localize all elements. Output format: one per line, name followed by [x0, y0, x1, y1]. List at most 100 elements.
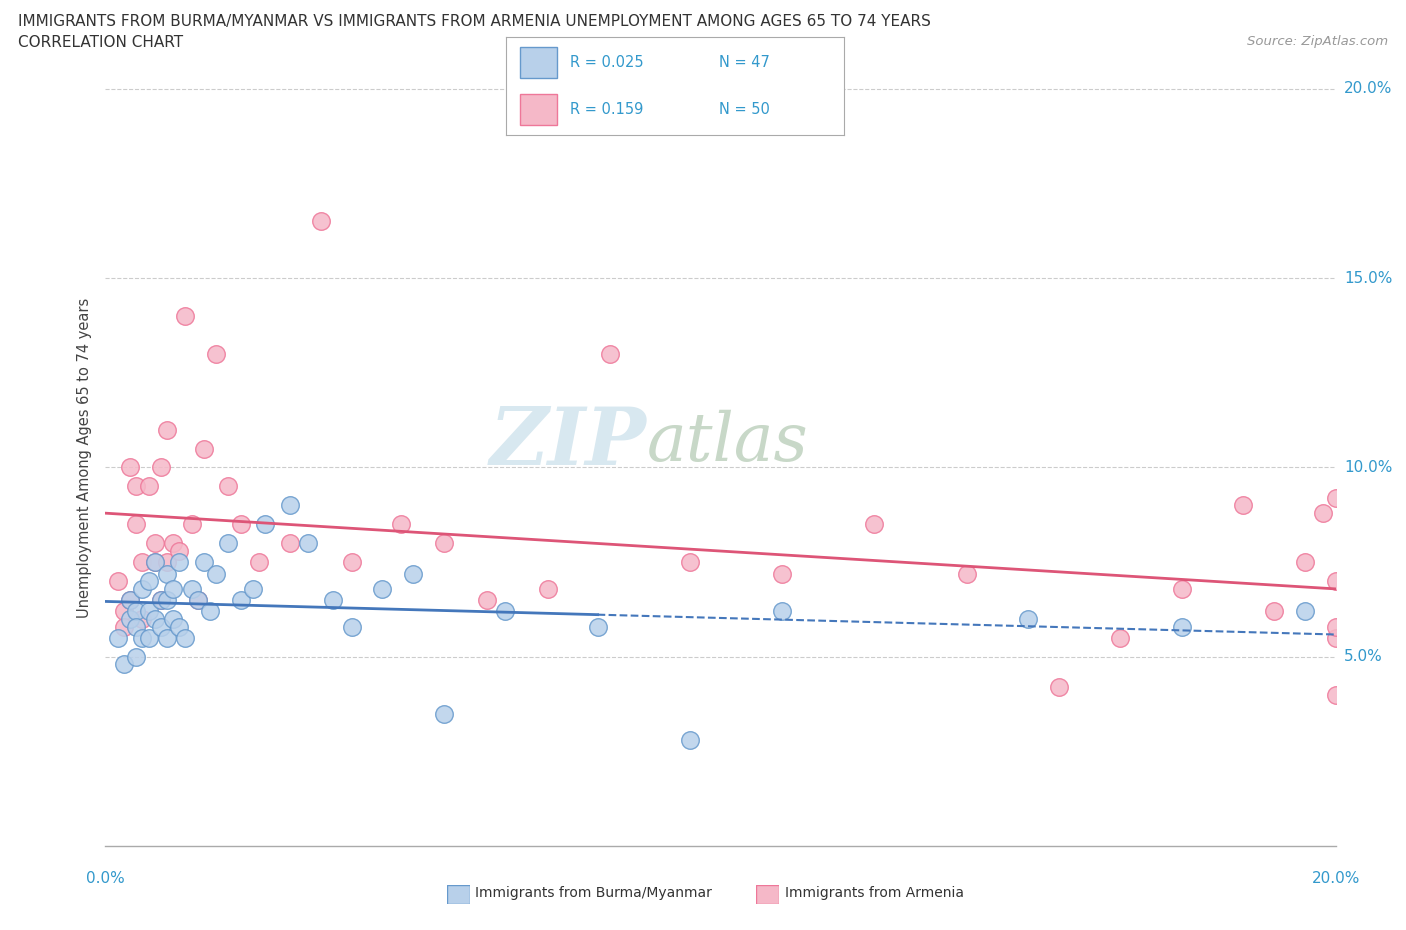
Point [131, 581, 153, 596]
Point [169, 543, 191, 558]
Point [1017, 612, 1039, 627]
Point [125, 604, 148, 618]
Point [120, 612, 141, 627]
FancyBboxPatch shape [756, 885, 779, 904]
Point [586, 619, 609, 634]
Point [156, 592, 179, 607]
Point [125, 517, 148, 532]
Point [254, 517, 277, 532]
FancyBboxPatch shape [520, 47, 557, 78]
Point [143, 612, 166, 627]
Point [162, 581, 184, 596]
Point [120, 460, 141, 475]
Point [174, 309, 197, 324]
Text: 15.0%: 15.0% [1344, 271, 1392, 286]
Point [149, 460, 172, 475]
Point [112, 604, 135, 618]
Point [309, 214, 332, 229]
Point [193, 441, 215, 456]
Text: atlas: atlas [647, 410, 808, 475]
Point [120, 592, 141, 607]
Point [174, 631, 197, 645]
Text: CORRELATION CHART: CORRELATION CHART [18, 35, 183, 50]
Text: 0.0%: 0.0% [86, 871, 125, 886]
Point [205, 346, 228, 361]
Point [956, 566, 979, 581]
Point [297, 536, 319, 551]
Point [193, 555, 215, 570]
Point [863, 517, 886, 532]
Text: N = 47: N = 47 [718, 55, 769, 70]
Point [143, 536, 166, 551]
Point [242, 581, 264, 596]
Point [162, 612, 184, 627]
Point [229, 517, 252, 532]
Text: 10.0%: 10.0% [1344, 460, 1392, 475]
Point [180, 517, 202, 532]
Point [770, 604, 793, 618]
Point [1171, 581, 1194, 596]
Point [156, 422, 179, 437]
Point [1263, 604, 1285, 618]
Point [679, 555, 702, 570]
Text: N = 50: N = 50 [718, 102, 769, 117]
Text: 5.0%: 5.0% [1344, 649, 1382, 664]
Point [131, 612, 153, 627]
Point [679, 733, 702, 748]
Point [1232, 498, 1254, 512]
Point [1312, 506, 1334, 521]
Point [156, 631, 179, 645]
Point [125, 619, 148, 634]
Point [1324, 574, 1347, 589]
Text: ZIP: ZIP [489, 404, 647, 481]
Text: 20.0%: 20.0% [1344, 81, 1392, 96]
FancyBboxPatch shape [447, 885, 470, 904]
Point [218, 536, 240, 551]
Point [494, 604, 516, 618]
Point [433, 706, 456, 721]
Text: Immigrants from Armenia: Immigrants from Armenia [785, 885, 963, 900]
Point [169, 619, 191, 634]
Point [475, 592, 498, 607]
Point [107, 631, 129, 645]
Point [143, 555, 166, 570]
Point [180, 581, 202, 596]
Point [138, 631, 160, 645]
Text: IMMIGRANTS FROM BURMA/MYANMAR VS IMMIGRANTS FROM ARMENIA UNEMPLOYMENT AMONG AGES: IMMIGRANTS FROM BURMA/MYANMAR VS IMMIGRA… [18, 14, 931, 29]
Text: Source: ZipAtlas.com: Source: ZipAtlas.com [1247, 35, 1388, 48]
Point [229, 592, 252, 607]
Point [107, 574, 129, 589]
Point [149, 592, 172, 607]
Point [187, 592, 209, 607]
Point [156, 555, 179, 570]
Point [1324, 687, 1347, 702]
Point [278, 536, 301, 551]
Point [138, 604, 160, 618]
Point [187, 592, 209, 607]
Point [112, 619, 135, 634]
FancyBboxPatch shape [520, 94, 557, 126]
Point [125, 649, 148, 664]
Y-axis label: Unemployment Among Ages 65 to 74 years: Unemployment Among Ages 65 to 74 years [76, 298, 91, 618]
Point [770, 566, 793, 581]
Point [205, 566, 228, 581]
Point [198, 604, 221, 618]
Point [371, 581, 394, 596]
Point [1171, 619, 1194, 634]
Text: 20.0%: 20.0% [1312, 871, 1360, 886]
Point [143, 555, 166, 570]
Point [149, 592, 172, 607]
Point [131, 631, 153, 645]
Point [1324, 619, 1347, 634]
Point [138, 479, 160, 494]
Point [1109, 631, 1132, 645]
Text: Immigrants from Burma/Myanmar: Immigrants from Burma/Myanmar [475, 885, 711, 900]
Point [402, 566, 425, 581]
Point [1324, 490, 1347, 505]
Point [340, 555, 363, 570]
Point [278, 498, 301, 512]
Point [433, 536, 456, 551]
Point [1294, 555, 1316, 570]
Point [125, 479, 148, 494]
Point [149, 619, 172, 634]
